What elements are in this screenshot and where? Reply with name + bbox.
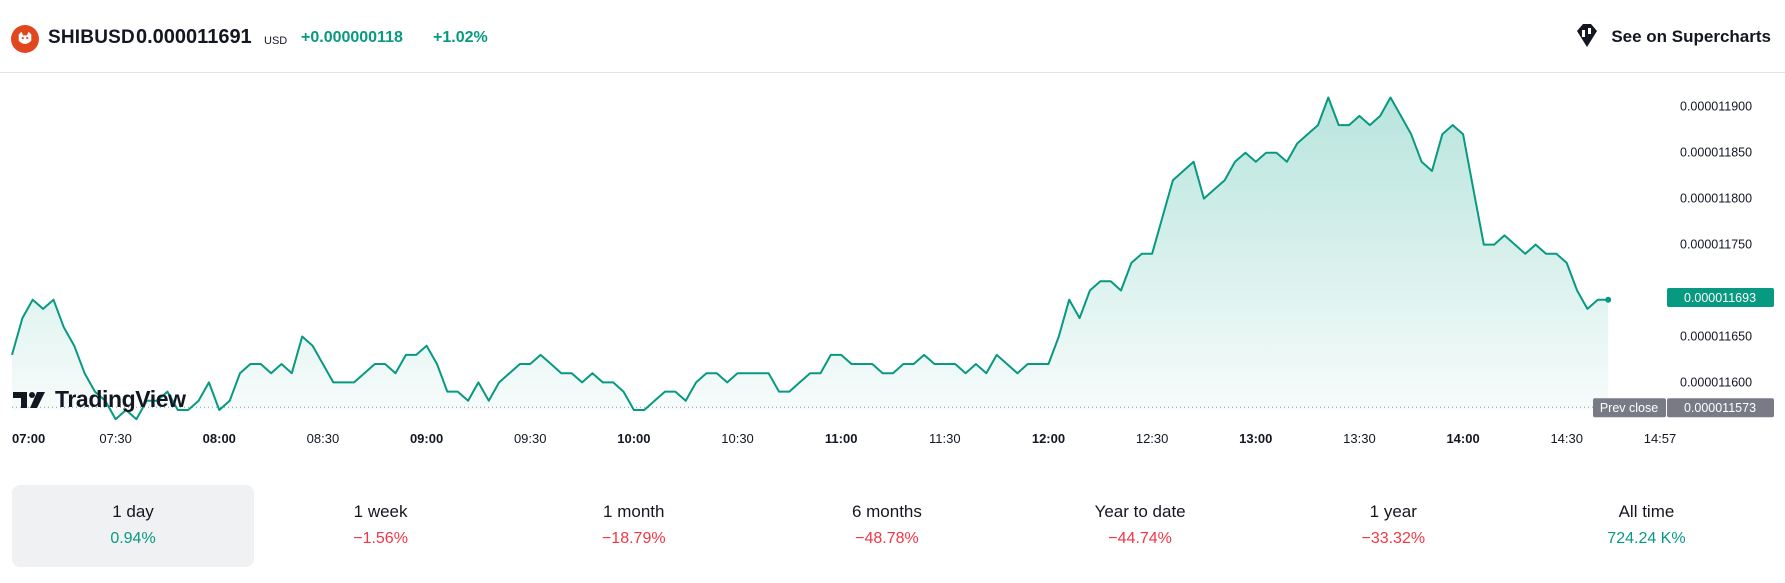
range-change-value: −48.78%: [855, 530, 919, 547]
y-tick-label: 0.000011750: [1680, 238, 1752, 252]
range-tab-1-year[interactable]: 1 year −33.32%: [1267, 485, 1520, 567]
x-tick-label: 10:30: [721, 431, 754, 446]
currency-label: USD: [264, 35, 288, 47]
price-change-percent: +1.02%: [433, 29, 488, 46]
y-tick-label: 0.000011650: [1680, 329, 1752, 343]
y-tick-label: 0.000011850: [1680, 146, 1752, 160]
x-tick-label: 11:30: [929, 431, 961, 446]
x-tick-label: 11:00: [825, 431, 858, 446]
x-tick-label: 10:00: [617, 431, 650, 446]
x-tick-label: 07:00: [12, 431, 45, 446]
x-tick-label: 07:30: [99, 431, 132, 446]
symbol-name: SHIBUSD: [48, 27, 135, 48]
range-tab-1-week[interactable]: 1 week −1.56%: [254, 485, 507, 567]
x-tick-label: 09:00: [410, 431, 443, 446]
y-tick-label: 0.000011900: [1680, 100, 1752, 114]
range-change-value: −33.32%: [1361, 530, 1426, 547]
prev-close-label: Prev close: [1600, 401, 1658, 415]
range-tab-all-time[interactable]: All time 724.24 K%: [1520, 485, 1773, 567]
last-price-dot: [1605, 296, 1612, 303]
price-chart[interactable]: 07:00 07:30 08:00 08:30 09:00 09:30 10:00 10:30…: [0, 80, 1785, 455]
tradingview-logo[interactable]: TradingView: [13, 386, 186, 413]
range-label: 6 months: [851, 502, 922, 521]
supercharts-label: See on Supercharts: [1611, 27, 1771, 46]
range-change-value: −44.74%: [1108, 530, 1172, 547]
range-tab-1-month[interactable]: 1 month −18.79%: [507, 485, 760, 567]
symbol-header: SHIBUSD 0.000011691 USD +0.000000118 +1.…: [0, 0, 1785, 73]
last-price-value: 0.000011693: [1684, 291, 1756, 305]
price-area-fill: [12, 97, 1609, 420]
x-tick-label: 09:30: [514, 431, 547, 446]
price-change-absolute: +0.000000118: [301, 29, 403, 46]
prev-close-value-tag: [1667, 398, 1774, 418]
see-on-supercharts-link[interactable]: See on Supercharts: [1573, 22, 1771, 52]
x-tick-label: 14:00: [1446, 431, 1479, 446]
x-tick-label: 08:00: [203, 431, 236, 446]
range-label: 1 month: [603, 502, 665, 521]
y-tick-label: 0.000011800: [1680, 192, 1752, 206]
y-tick-label: 0.000011600: [1680, 375, 1752, 389]
range-tab-year-to-date[interactable]: Year to date −44.74%: [1014, 485, 1267, 567]
range-tab-6-months[interactable]: 6 months −48.78%: [760, 485, 1013, 567]
range-label: 1 week: [353, 502, 408, 521]
shiba-inu-coin-icon: [11, 25, 39, 53]
price-line: [11, 96, 1609, 421]
prev-close-value: 0.000011573: [1684, 401, 1756, 415]
range-label: All time: [1618, 502, 1675, 521]
range-change-value: −18.79%: [601, 530, 666, 547]
range-label: 1 year: [1369, 502, 1417, 521]
x-tick-label: 14:57: [1644, 431, 1677, 446]
range-label: Year to date: [1094, 502, 1186, 521]
tradingview-icon: [13, 391, 45, 408]
range-tab-1-day[interactable]: 1 day 0.94%: [12, 485, 254, 567]
x-tick-label: 12:00: [1032, 431, 1065, 446]
x-tick-label: 08:30: [307, 431, 340, 446]
prev-close-tag: [1593, 398, 1666, 418]
current-price: 0.000011691: [136, 26, 252, 48]
x-tick-label: 13:00: [1239, 431, 1272, 446]
x-tick-label: 13:30: [1343, 431, 1376, 446]
last-price-tag: [1667, 287, 1774, 307]
range-change-value: 724.24 K%: [1607, 530, 1686, 547]
range-change-value: 0.94%: [110, 530, 156, 547]
x-tick-label: 14:30: [1550, 431, 1583, 446]
supercharts-icon: [1573, 21, 1601, 54]
range-change-value: −1.56%: [353, 530, 408, 547]
x-tick-label: 12:30: [1136, 431, 1169, 446]
range-selector: 1 day 0.94% 1 week −1.56% 1 month −18.79% 6 mo…: [12, 485, 1773, 567]
range-label: 1 day: [112, 502, 154, 521]
tradingview-wordmark: TradingView: [55, 386, 186, 412]
